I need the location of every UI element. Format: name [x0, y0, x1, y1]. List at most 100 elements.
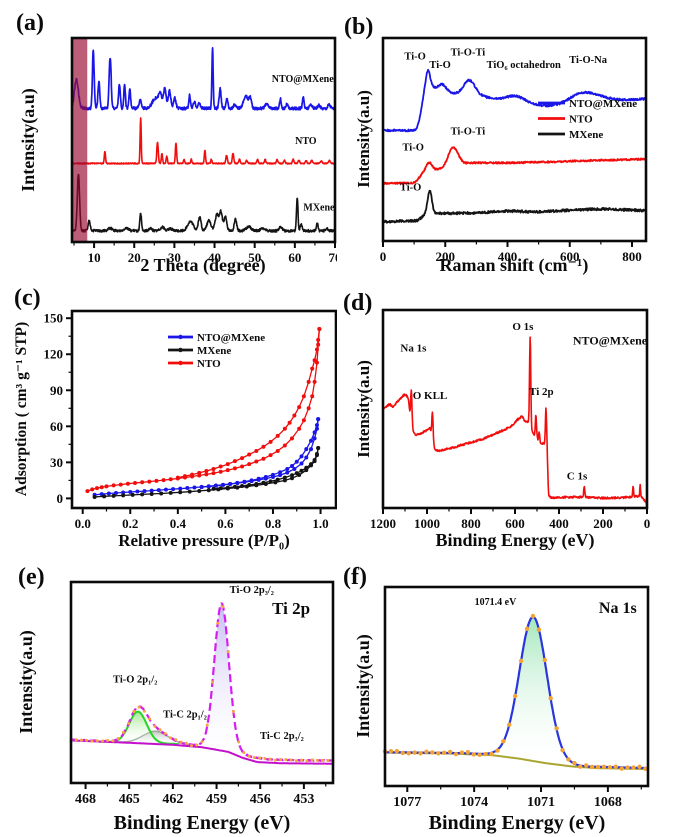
annotation: Ti-O 2p₁/₂	[113, 675, 157, 686]
raw-data-dot	[247, 754, 251, 758]
data-point	[287, 420, 292, 425]
raw-data-dot	[430, 750, 435, 755]
series-NTO@MXene survey	[382, 336, 648, 507]
data-point	[240, 484, 245, 489]
raw-data-dot	[90, 739, 94, 743]
raw-data-dot	[231, 710, 235, 714]
panel-letter-f: (f)	[343, 564, 367, 590]
data-point	[235, 480, 240, 485]
data-point	[316, 445, 321, 450]
annotation: C 1s	[567, 470, 588, 482]
annotation: Ti-O 2p₃/₂	[230, 585, 274, 596]
raw-data-dot	[495, 748, 500, 753]
data-point	[316, 417, 321, 422]
x-tick-label: 1000	[414, 516, 440, 531]
raw-data-dot	[471, 752, 476, 757]
data-point	[278, 470, 283, 475]
raw-data-dot	[153, 724, 157, 728]
legend-label: NTO@MXene	[197, 332, 265, 344]
data-point	[178, 486, 183, 491]
data-point	[270, 472, 275, 477]
data-point	[282, 443, 287, 448]
x-tick-label: 40	[208, 250, 221, 265]
x-tick-label: 1.0	[312, 516, 328, 531]
plot-area-f: 1071.4 eV Na 1s 1077 1074 1071 1068	[382, 585, 650, 810]
data-point	[211, 486, 216, 491]
raw-data-dot	[536, 627, 542, 632]
data-point	[292, 413, 297, 418]
legend-marker	[178, 360, 183, 366]
panel-d-chart: Na 1s O KLL O 1s Ti 2p C 1s NTO@MXene 1200 1000…	[343, 290, 650, 551]
data-point	[154, 478, 159, 483]
legend-label: NTO	[197, 358, 221, 370]
data-point	[240, 464, 245, 469]
data-point	[199, 485, 204, 490]
x-tick-label: 1071	[527, 795, 555, 810]
raw-data-dot	[158, 728, 162, 732]
annotation: Ti 2p	[272, 599, 310, 618]
annotation: Ti 2p	[529, 386, 554, 398]
data-point	[304, 465, 309, 470]
raw-data-dot	[589, 764, 595, 770]
highlight-band	[72, 38, 88, 242]
legend-label: MXene	[569, 129, 603, 141]
raw-data-dot	[406, 751, 411, 756]
plot-frame	[70, 36, 337, 244]
data-point	[290, 463, 294, 468]
data-point	[247, 462, 252, 467]
raw-data-dot	[305, 759, 309, 763]
raw-data-dot	[388, 749, 394, 754]
data-point	[278, 473, 283, 478]
panel-c: NTO@MXene MXene NTO 0.0 0.2 0.4 0.6 0.8 1.0 0 30 60…	[0, 278, 337, 557]
raw-data-dot	[459, 750, 465, 755]
series-NTO	[382, 146, 647, 185]
x-tick-label: 60	[288, 250, 301, 265]
data-point	[268, 479, 273, 484]
x-axis-label-d: Binding Energy (eV)	[435, 530, 594, 551]
data-point	[254, 448, 259, 453]
raw-data-dot	[418, 751, 423, 756]
raw-data-dot	[127, 721, 131, 725]
series-line-MXene	[94, 447, 319, 498]
raw-data-dot	[637, 764, 642, 770]
raw-data-dot	[400, 750, 405, 756]
annotation: Na 1s	[400, 343, 427, 355]
x-tick-label: 10	[88, 250, 101, 265]
raw-data-dot	[507, 722, 512, 727]
annotation: MXene	[303, 202, 335, 213]
panel-f: 1071.4 eV Na 1s 1077 1074 1071 1068 (f) Bindi…	[337, 557, 675, 837]
data-point	[204, 469, 209, 474]
panel-letter-e: (e)	[18, 564, 45, 590]
y-axis-label-f: Intensity(a.u)	[353, 634, 374, 738]
data-point	[111, 493, 116, 498]
raw-data-dot	[453, 751, 459, 757]
x-tick-label: 200	[593, 516, 613, 531]
raw-data-dot	[263, 757, 267, 761]
raw-data-dot	[258, 756, 262, 760]
raw-data-dot	[142, 709, 146, 713]
data-point	[225, 468, 230, 473]
data-point	[135, 489, 140, 494]
legend-label: NTO	[569, 114, 593, 126]
annotation: NTO@MXene	[573, 334, 648, 348]
data-point	[306, 379, 311, 384]
data-point	[85, 489, 90, 494]
data-point	[240, 456, 245, 461]
data-point	[314, 347, 319, 352]
data-point	[133, 481, 138, 486]
data-point	[304, 455, 309, 460]
data-point	[192, 485, 197, 490]
data-point	[309, 447, 314, 452]
data-point	[92, 494, 97, 499]
data-point	[290, 473, 294, 478]
data-point	[218, 469, 223, 474]
data-point	[125, 481, 130, 486]
data-point	[171, 487, 176, 492]
data-point	[232, 484, 237, 489]
raw-data-dot	[205, 723, 209, 727]
y-axis-label-b: Intensity(a.u)	[354, 90, 373, 188]
plot-frame	[69, 580, 335, 785]
data-point	[275, 448, 280, 453]
